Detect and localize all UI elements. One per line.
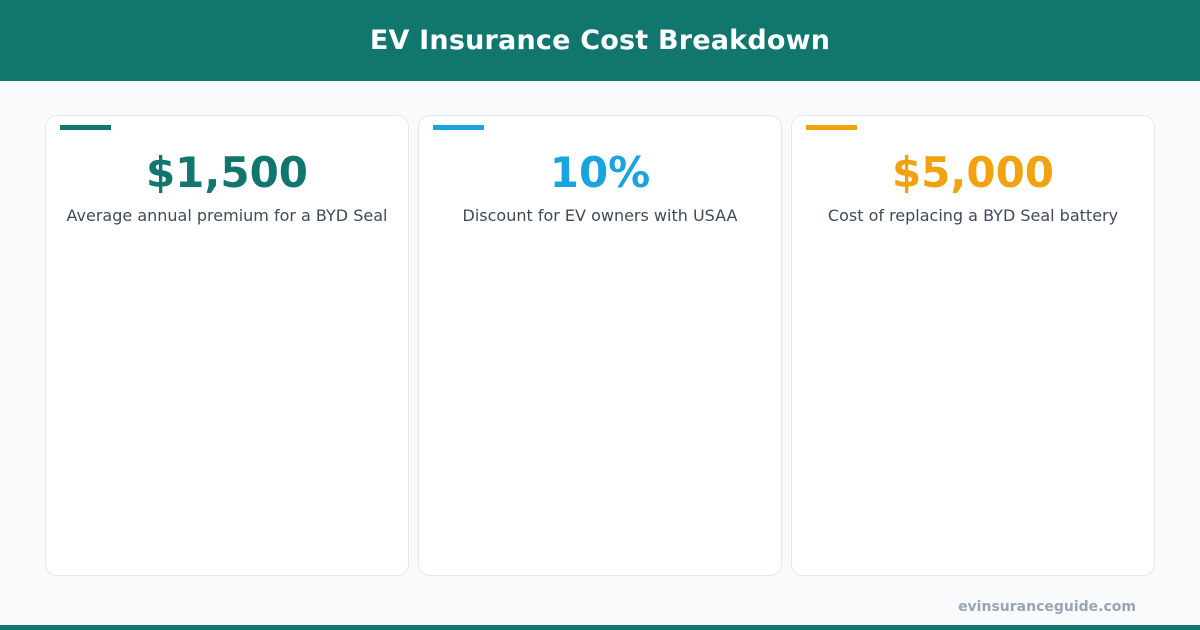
stat-card-discount: 10% Discount for EV owners with USAA xyxy=(418,115,782,576)
stat-cards: $1,500 Average annual premium for a BYD … xyxy=(45,115,1155,576)
card-accent-bar xyxy=(60,125,111,130)
stat-card-battery: $5,000 Cost of replacing a BYD Seal batt… xyxy=(791,115,1155,576)
footer-domain: evinsuranceguide.com xyxy=(958,599,1136,615)
stat-label: Discount for EV owners with USAA xyxy=(462,206,738,225)
stat-value: $5,000 xyxy=(891,148,1055,197)
stat-value: 10% xyxy=(549,148,651,197)
header-banner: EV Insurance Cost Breakdown xyxy=(0,0,1200,81)
stat-label: Average annual premium for a BYD Seal xyxy=(66,206,388,225)
stat-card-premium: $1,500 Average annual premium for a BYD … xyxy=(45,115,409,576)
card-accent-bar xyxy=(806,125,857,130)
page-title: EV Insurance Cost Breakdown xyxy=(369,25,831,56)
card-accent-bar xyxy=(433,125,484,130)
stat-value: $1,500 xyxy=(145,148,309,197)
footer-bar xyxy=(0,625,1200,630)
stat-label: Cost of replacing a BYD Seal battery xyxy=(827,206,1119,225)
